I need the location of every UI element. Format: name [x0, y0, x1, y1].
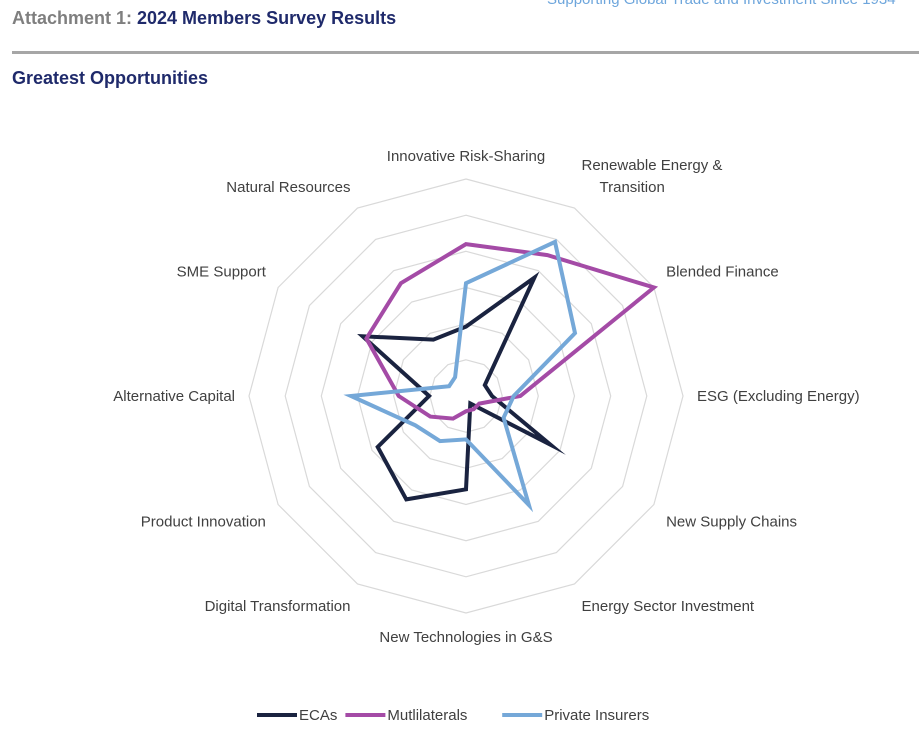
grid-ring-1 — [429, 359, 503, 433]
axis-label-10: SME Support — [177, 264, 267, 281]
top-link-text[interactable]: Supporting Global Trade and Investment S… — [547, 0, 919, 8]
axis-label-11: Natural Resources — [226, 179, 350, 196]
axis-labels: Innovative Risk-Sharing Renewable Energy … — [113, 148, 859, 646]
section-title: Greatest Opportunities — [12, 68, 209, 88]
legend-label-1: Mutlilaterals — [387, 707, 467, 724]
legend-label-0: ECAs — [299, 707, 337, 724]
attachment-label: Attachment 1: — [12, 8, 138, 28]
series-line-ecas — [357, 271, 566, 502]
radar-series — [343, 239, 659, 513]
grid-ring-4 — [320, 250, 612, 542]
header-divider — [12, 51, 919, 54]
axis-label-5: Energy Sector Investment — [582, 598, 755, 615]
axis-label-9: Alternative Capital — [113, 388, 235, 405]
grid-ring-5 — [284, 214, 648, 578]
attachment-header: Attachment 1: 2024 Members Survey Result… — [12, 8, 396, 29]
document-title: 2024 Members Survey Results — [137, 8, 397, 28]
chart-legend: ECAs Mutlilaterals Private Insurers — [257, 707, 649, 724]
axis-label-4: New Supply Chains — [666, 514, 797, 531]
axis-label-0: Innovative Risk-Sharing — [387, 148, 545, 165]
axis-label-7: Digital Transformation — [205, 598, 351, 615]
axis-label-6: New Technologies in G&S — [379, 629, 552, 646]
series-line-private-insurers — [343, 239, 578, 513]
grid-ring-3 — [356, 286, 576, 506]
axis-label-1: Renewable Energy & Transition — [582, 157, 723, 196]
axis-label-3: ESG (Excluding Energy) — [697, 388, 860, 405]
axis-label-8: Product Innovation — [141, 514, 266, 531]
legend-label-2: Private Insurers — [544, 707, 649, 724]
series-line-mutlilaterals — [364, 242, 659, 421]
axis-label-2: Blended Finance — [666, 264, 779, 281]
